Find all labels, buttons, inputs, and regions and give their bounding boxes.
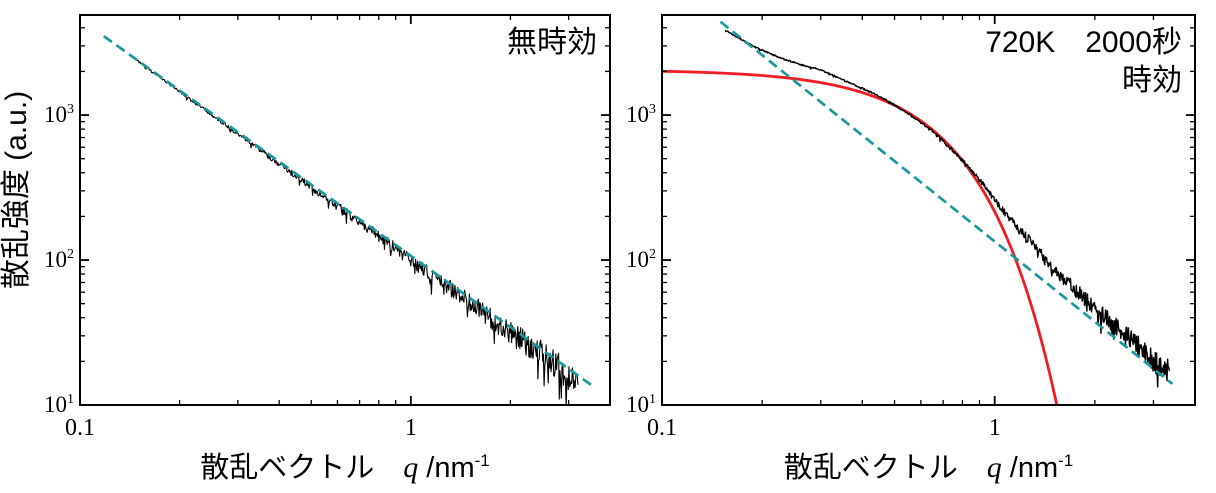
plot-series-area — [662, 20, 1174, 405]
plot-series-area — [102, 35, 594, 405]
y-tick-label: 103 — [44, 102, 74, 127]
left-plot-no-aging: 0.1 1 101 102 103 散乱ベクトル q /nm-1 散乱強度 (a.u.) 無時… — [0, 14, 611, 484]
x-tick-label: 0.1 — [65, 415, 95, 441]
annotation-line: 無時効 — [507, 26, 597, 59]
plot-frame — [79, 14, 611, 406]
y-axis-label: 散乱強度 (a.u.) — [0, 91, 33, 289]
y-tick-label: 102 — [44, 247, 74, 272]
series-power-law-fit — [719, 20, 1174, 385]
plot-frame — [661, 14, 1196, 406]
x-tick-label: 0.1 — [647, 415, 677, 441]
x-axis-label: 散乱ベクトル q /nm-1 — [200, 451, 490, 484]
annotation-line: 720K 2000秒 — [985, 26, 1182, 59]
series-measured-intensity — [135, 58, 579, 405]
y-tick-label: 101 — [44, 392, 74, 417]
series-guinier-fit — [662, 69, 1059, 405]
series-power-law-fit — [102, 35, 594, 388]
series-measured-intensity — [724, 29, 1171, 388]
x-axis-label: 散乱ベクトル q /nm-1 — [784, 451, 1074, 484]
y-tick-label: 102 — [626, 247, 656, 272]
axis-ticks — [79, 15, 610, 406]
axis-ticks — [661, 15, 1195, 406]
y-tick-label: 103 — [626, 102, 656, 127]
x-tick-label: 1 — [405, 415, 417, 441]
annotation-line: 時効 — [1122, 64, 1182, 97]
y-tick-label: 101 — [626, 392, 656, 417]
x-tick-label: 1 — [989, 415, 1001, 441]
